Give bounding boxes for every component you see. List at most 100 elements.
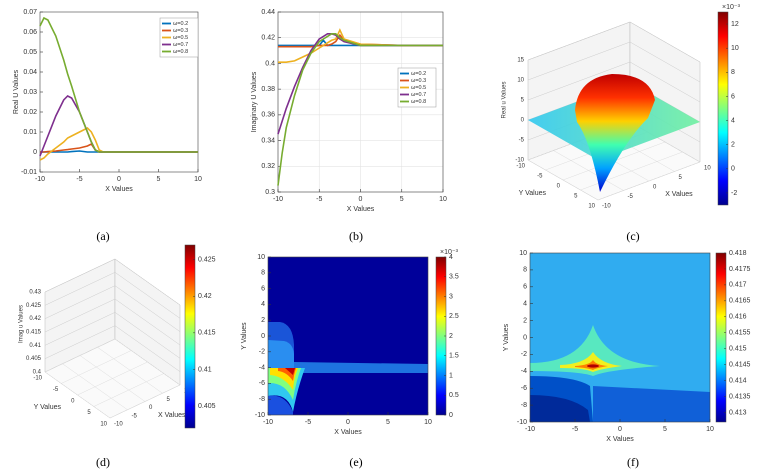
- y-tick-label: 0.38: [261, 86, 275, 93]
- y-tick-label: 8: [523, 267, 527, 274]
- plot-frame: [277, 11, 444, 193]
- y-tick-label: 0.42: [261, 35, 275, 42]
- legend-label: ω=0.7: [173, 42, 188, 48]
- z-tick-label: 0.4: [33, 370, 42, 376]
- contour-fill: [268, 257, 428, 415]
- grid-line: [77, 361, 148, 396]
- series-line: [277, 33, 443, 186]
- grid-line: [93, 373, 164, 407]
- y-tick-label: 10: [519, 250, 527, 257]
- x-tick-label: -10: [35, 176, 45, 183]
- y-tick-label: 0: [261, 333, 265, 340]
- y-tick-label: -6: [521, 385, 527, 392]
- y-tick-label: 0.03: [23, 89, 37, 96]
- series-line: [39, 127, 198, 161]
- y-tick-label: -10: [517, 419, 527, 426]
- x-tick-label: 0: [149, 405, 153, 411]
- z-axis-label: Real u Values: [502, 82, 508, 119]
- x-tick-label: -5: [132, 413, 138, 419]
- y-tick-label: -4: [259, 364, 265, 371]
- colorbar: [184, 244, 196, 429]
- colorbar-tick-label: 0.414: [729, 377, 747, 384]
- y-tick-label: -2: [259, 349, 265, 356]
- grid-line: [597, 161, 701, 201]
- x-tick-label: -5: [305, 419, 311, 426]
- x-tick-label: 5: [157, 176, 161, 183]
- colorbar-tick-label: 0.413: [729, 409, 747, 416]
- grid-line: [44, 298, 181, 346]
- legend-box: [397, 67, 437, 108]
- y-tick-label: 0: [557, 184, 561, 190]
- colorbar-tick-label: 4: [731, 117, 735, 124]
- x-tick-label: -10: [273, 196, 283, 203]
- y-tick-label: 0.44: [261, 9, 275, 16]
- grid-line: [44, 258, 181, 306]
- y-tick-label: 0.06: [23, 29, 37, 36]
- y-axis-label: Imaginary U Values: [251, 71, 258, 132]
- grid-line: [44, 338, 116, 373]
- colorbar-tick-label: 0.415: [729, 346, 747, 353]
- x-tick-label: 5: [679, 175, 683, 181]
- y-tick-label: -10: [33, 376, 42, 382]
- y-tick-label: 0.34: [261, 137, 275, 144]
- colorbar-tick-label: 0.42: [198, 293, 212, 300]
- colorbar-tick-label: 0.4175: [729, 266, 751, 273]
- grid-line: [527, 21, 701, 63]
- y-tick-label: 4: [523, 301, 527, 308]
- y-tick-label: 0: [33, 149, 37, 156]
- colorbar-tick-label: 0.425: [198, 256, 216, 263]
- colorbar-exponent: ×10⁻³: [722, 4, 741, 11]
- z-tick-label: 0: [521, 118, 525, 124]
- y-tick-label: 0.02: [23, 109, 37, 116]
- y-tick-label: -0.01: [21, 169, 37, 176]
- x-tick-label: 0: [359, 196, 363, 203]
- z-tick-label: 0.425: [26, 303, 42, 309]
- y-tick-label: 6: [523, 284, 527, 291]
- x-tick-label: 0: [618, 426, 622, 433]
- legend-label: ω=0.8: [173, 49, 188, 55]
- colorbar-tick-label: 0.415: [198, 330, 216, 337]
- x-tick-label: 0: [346, 419, 350, 426]
- caption: (a): [96, 229, 109, 243]
- colorbar-tick-label: 0.4155: [729, 330, 751, 337]
- y-tick-label: 0.05: [23, 49, 37, 56]
- y-tick-label: -8: [259, 396, 265, 403]
- x-tick-label: -10: [114, 422, 123, 428]
- grid-line: [44, 272, 181, 319]
- colorbar-tick-label: 0.417: [729, 282, 747, 289]
- grid-line: [109, 384, 181, 419]
- y-tick-label: 6: [261, 285, 265, 292]
- colorbar-tick-label: 2: [449, 333, 453, 340]
- y-axis-label: Y Values: [34, 404, 62, 411]
- plot-frame: [267, 256, 429, 416]
- x-tick-label: -5: [316, 196, 322, 203]
- y-tick-label: 0.04: [23, 69, 37, 76]
- colorbar-tick-label: 12: [731, 21, 739, 28]
- grid-line: [44, 285, 181, 332]
- z-tick-label: 15: [517, 58, 524, 64]
- y-tick-label: 0.4: [265, 60, 275, 67]
- y-tick-label: 10: [588, 204, 595, 210]
- y-tick-label: -8: [521, 402, 527, 409]
- x-axis-label: X Values: [347, 206, 375, 213]
- x-tick-label: -5: [572, 426, 578, 433]
- series-line: [39, 95, 198, 157]
- grid-line: [527, 61, 701, 103]
- caption: (e): [349, 455, 362, 469]
- colorbar-tick-label: 8: [731, 69, 735, 76]
- colorbar-tick-label: 0.4145: [729, 361, 751, 368]
- x-axis-label: X Values: [334, 429, 362, 436]
- z-tick-label: 0.405: [26, 356, 42, 362]
- y-tick-label: 10: [100, 422, 107, 428]
- z-tick-label: -5: [519, 138, 525, 144]
- x-tick-label: 10: [194, 176, 202, 183]
- y-tick-label: -10: [516, 164, 525, 170]
- z-axis-label: Imag u Values: [19, 305, 25, 343]
- y-tick-label: 10: [257, 254, 265, 261]
- colorbar-tick-label: 2: [731, 142, 735, 149]
- colorbar-tick-label: 0: [731, 166, 735, 173]
- colorbar-tick-label: -2: [731, 190, 737, 197]
- colorbar-tick-label: 3: [449, 293, 453, 300]
